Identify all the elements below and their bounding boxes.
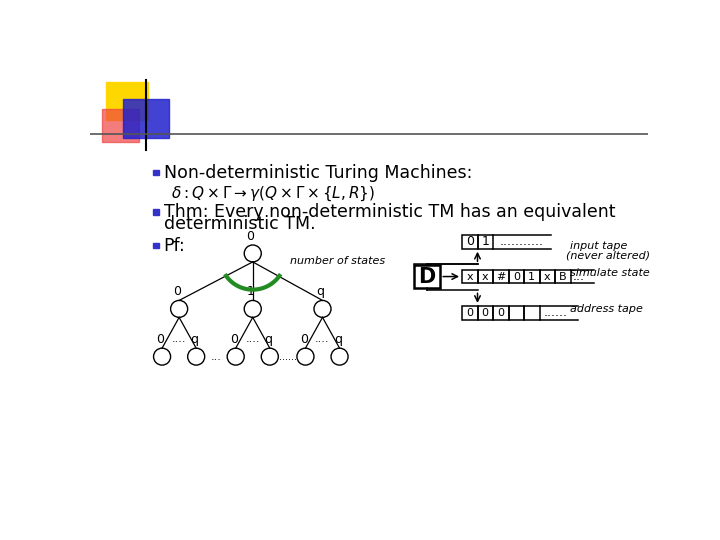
- Text: 0: 0: [513, 272, 520, 281]
- Text: q: q: [334, 333, 342, 346]
- Text: deterministic TM.: deterministic TM.: [163, 215, 315, 233]
- Bar: [524, 269, 539, 284]
- Text: ...: ...: [210, 352, 221, 362]
- Text: x: x: [544, 272, 551, 281]
- Bar: [493, 269, 508, 284]
- Text: #: #: [496, 272, 505, 281]
- Text: 1: 1: [246, 285, 254, 298]
- Text: 0: 0: [300, 333, 308, 346]
- Text: D: D: [418, 267, 436, 287]
- Text: 0: 0: [156, 333, 165, 346]
- Text: ...: ...: [573, 270, 585, 283]
- Bar: [539, 269, 555, 284]
- Text: 0: 0: [246, 230, 253, 242]
- Text: ...........: ...........: [499, 235, 543, 248]
- Text: 0: 0: [467, 308, 473, 318]
- Text: 1: 1: [528, 272, 535, 281]
- Text: x: x: [482, 272, 489, 281]
- Text: 0: 0: [230, 333, 238, 346]
- Text: q: q: [191, 333, 199, 346]
- Text: ......: ......: [279, 352, 297, 362]
- Bar: [106, 82, 148, 120]
- Bar: [153, 170, 158, 176]
- Bar: [508, 306, 524, 320]
- Text: Non-deterministic Turing Machines:: Non-deterministic Turing Machines:: [163, 164, 472, 181]
- Text: x: x: [467, 272, 473, 281]
- Text: 1: 1: [481, 235, 489, 248]
- Text: 0: 0: [173, 285, 181, 298]
- Bar: [153, 209, 158, 214]
- Bar: [555, 269, 570, 284]
- Bar: [493, 306, 508, 320]
- Text: 0: 0: [466, 235, 474, 248]
- Text: number of states: number of states: [290, 256, 385, 266]
- Text: ......: ......: [544, 306, 567, 319]
- Bar: [122, 99, 169, 138]
- Text: $\delta:Q\times\Gamma\rightarrow\gamma(Q\times\Gamma\times\{L,R\})$: $\delta:Q\times\Gamma\rightarrow\gamma(Q…: [171, 185, 376, 204]
- Text: B: B: [559, 272, 567, 281]
- Text: ....: ....: [246, 334, 260, 345]
- Bar: [462, 235, 477, 249]
- Text: 0: 0: [498, 308, 504, 318]
- Text: .......: .......: [240, 281, 266, 291]
- Text: address tape: address tape: [570, 304, 644, 314]
- Text: ....: ....: [172, 334, 186, 345]
- Bar: [524, 306, 539, 320]
- Text: (never altered): (never altered): [566, 251, 650, 261]
- Bar: [477, 235, 493, 249]
- Bar: [477, 306, 493, 320]
- Text: q: q: [316, 285, 324, 298]
- Text: 0: 0: [482, 308, 489, 318]
- Text: Pf:: Pf:: [163, 237, 185, 255]
- Text: ....: ....: [315, 334, 330, 345]
- Bar: [462, 269, 477, 284]
- Text: Thm: Every non-deterministic TM has an equivalent: Thm: Every non-deterministic TM has an e…: [163, 203, 615, 221]
- Bar: [477, 269, 493, 284]
- Bar: [153, 243, 158, 248]
- Bar: [414, 265, 441, 288]
- Bar: [102, 110, 139, 142]
- Text: input tape: input tape: [570, 241, 628, 251]
- Text: simulate state: simulate state: [570, 268, 650, 279]
- Bar: [508, 269, 524, 284]
- Text: q: q: [264, 333, 272, 346]
- Bar: [462, 306, 477, 320]
